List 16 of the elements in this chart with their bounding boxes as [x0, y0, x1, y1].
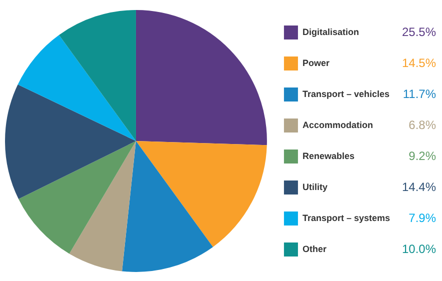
- data-label: 11.7%: [402, 86, 436, 101]
- data-label: 10.0%: [402, 242, 436, 256]
- data-label: 9.2%: [408, 148, 436, 163]
- data-label: 25.5%: [402, 24, 436, 39]
- legend-label: Utility: [302, 182, 328, 192]
- data-label: 6.8%: [408, 118, 436, 132]
- legend-label: Power: [302, 58, 330, 68]
- legend-label: Transport – systems: [302, 212, 390, 223]
- data-label: 14.5%: [402, 56, 436, 70]
- data-label: 14.4%: [402, 180, 436, 194]
- legend-label: Transport – vehicles: [302, 88, 390, 99]
- legend-label: Other: [302, 244, 327, 254]
- legend-label: Accommodation: [302, 120, 373, 130]
- legend-label: Digitalisation: [302, 26, 359, 37]
- legend-label: Renewables: [302, 150, 354, 161]
- data-label: 7.9%: [408, 210, 436, 225]
